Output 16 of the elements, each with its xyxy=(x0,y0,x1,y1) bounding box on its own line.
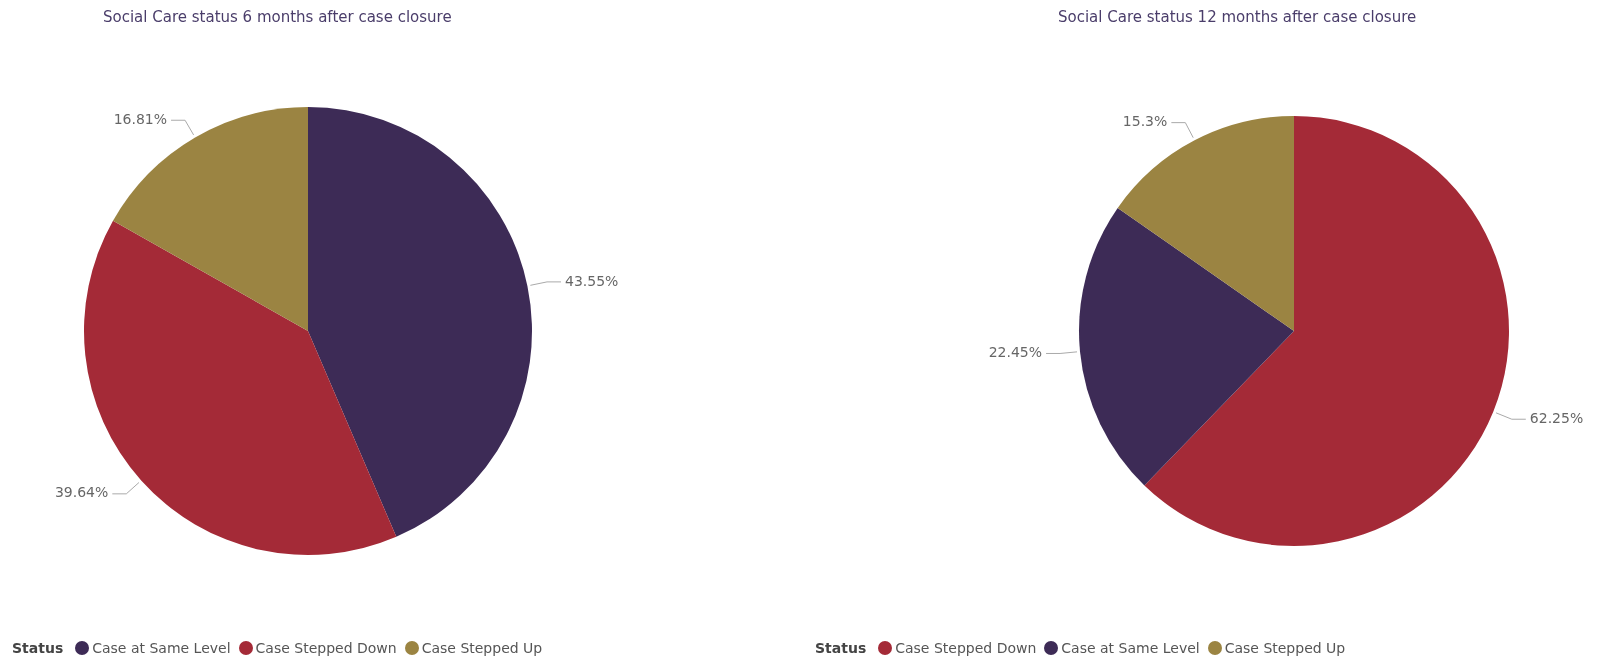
data-label: 15.3% xyxy=(1122,113,1168,130)
legend-label: Case at Same Level xyxy=(92,640,231,656)
data-label: 39.64% xyxy=(54,484,109,501)
legend-label: Case at Same Level xyxy=(1061,640,1200,656)
legend-title: Status xyxy=(815,640,867,656)
chart-title: Social Care status 12 months after case closure xyxy=(1058,8,1417,26)
data-label: 22.45% xyxy=(988,344,1043,361)
data-label: 62.25% xyxy=(1529,409,1584,426)
legend-label: Case Stepped Down xyxy=(895,640,1037,656)
chart-title: Social Care status 6 months after case closure xyxy=(103,8,452,26)
legend-title: Status xyxy=(12,640,64,656)
data-label: 43.55% xyxy=(565,272,619,289)
data-label: 16.81% xyxy=(113,110,168,127)
legend-label: Case Stepped Up xyxy=(421,640,543,656)
legend-label: Case Stepped Down xyxy=(255,640,397,656)
legend-label: Case Stepped Up xyxy=(1224,640,1346,656)
